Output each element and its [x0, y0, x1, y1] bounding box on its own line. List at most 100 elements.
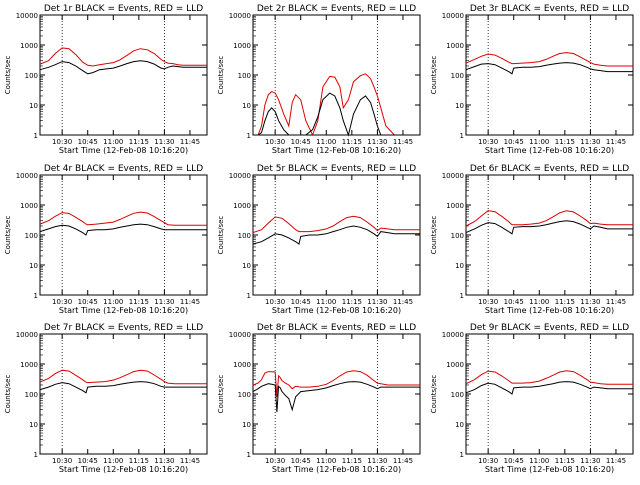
- y-tick-label: 10000: [442, 12, 464, 20]
- x-tick-label: 10:30: [265, 298, 285, 306]
- x-tick-label: 11:30: [154, 457, 174, 465]
- y-tick-label: 100: [451, 391, 464, 399]
- x-axis-label: Start Time (12-Feb-08 10:16:20): [485, 146, 614, 155]
- x-tick-label: 10:45: [291, 457, 311, 465]
- y-tick-label: 1: [460, 132, 464, 140]
- x-tick-label: 10:45: [78, 298, 98, 306]
- y-tick-label: 10000: [229, 12, 251, 20]
- plot-frame: [252, 14, 421, 136]
- y-axis-label: Counts/sec: [217, 375, 225, 414]
- x-tick-label: 11:45: [606, 298, 626, 306]
- x-tick-label: 11:00: [316, 138, 336, 146]
- x-axis-label: Start Time (12-Feb-08 10:16:20): [485, 465, 614, 474]
- y-tick-label: 1: [247, 132, 251, 140]
- x-tick-label: 10:45: [504, 298, 524, 306]
- x-tick-label: 11:30: [367, 138, 387, 146]
- y-tick-label: 10: [455, 421, 464, 429]
- series-line-lld: [465, 210, 633, 227]
- chart-title: Det 9r BLACK = Events, RED = LLD: [470, 323, 629, 333]
- x-tick-label: 10:30: [478, 457, 498, 465]
- y-axis-label: Counts/sec: [430, 56, 438, 95]
- series-line-lld: [39, 369, 207, 385]
- y-axis-label: Counts/sec: [4, 56, 12, 95]
- y-tick-label: 1000: [233, 361, 251, 369]
- x-tick-label: 11:15: [129, 457, 149, 465]
- y-tick-label: 100: [451, 232, 464, 240]
- y-axis-label: Counts/sec: [4, 375, 12, 414]
- series-line-events: [252, 381, 420, 413]
- chart-title: Det 6r BLACK = Events, RED = LLD: [470, 164, 629, 174]
- x-tick-label: 11:15: [129, 298, 149, 306]
- x-axis-label: Start Time (12-Feb-08 10:16:20): [485, 306, 614, 315]
- x-tick-label: 11:00: [103, 298, 123, 306]
- chart-title: Det 5r BLACK = Events, RED = LLD: [257, 164, 416, 174]
- x-tick-label: 11:15: [555, 298, 575, 306]
- y-tick-label: 10000: [16, 331, 38, 339]
- x-axis-label: Start Time (12-Feb-08 10:16:20): [59, 146, 188, 155]
- plot-frame: [465, 14, 634, 136]
- x-axis-label: Start Time (12-Feb-08 10:16:20): [272, 306, 401, 315]
- plot-frame: [39, 174, 208, 296]
- y-axis-label: Counts/sec: [430, 216, 438, 255]
- series-line-events: [465, 62, 633, 75]
- x-tick-label: 11:00: [529, 457, 549, 465]
- y-tick-label: 1: [34, 132, 38, 140]
- y-tick-label: 1000: [446, 42, 464, 50]
- y-tick-label: 1000: [20, 42, 38, 50]
- chart-panel: Det 9r BLACK = Events, RED = LLD 1 10 100 10…: [430, 323, 634, 474]
- y-tick-label: 10: [242, 262, 251, 270]
- x-tick-label: 11:00: [529, 298, 549, 306]
- x-tick-label: 10:30: [52, 298, 72, 306]
- y-tick-label: 100: [238, 391, 251, 399]
- x-tick-label: 11:30: [580, 138, 600, 146]
- y-tick-label: 100: [238, 72, 251, 80]
- series-line-lld: [465, 52, 633, 67]
- x-tick-label: 11:30: [367, 457, 387, 465]
- y-tick-label: 10: [455, 262, 464, 270]
- x-tick-label: 11:30: [580, 457, 600, 465]
- plot-frame: [465, 174, 634, 296]
- x-tick-label: 11:30: [367, 298, 387, 306]
- x-tick-label: 11:30: [154, 138, 174, 146]
- x-axis-label: Start Time (12-Feb-08 10:16:20): [59, 306, 188, 315]
- chart-title: Det 3r BLACK = Events, RED = LLD: [470, 4, 629, 14]
- x-tick-label: 11:00: [316, 457, 336, 465]
- y-tick-label: 100: [25, 232, 38, 240]
- x-tick-label: 10:30: [265, 138, 285, 146]
- x-tick-label: 10:30: [478, 298, 498, 306]
- chart-panel: Det 8r BLACK = Events, RED = LLD 1 10 100 10…: [217, 323, 421, 474]
- y-tick-label: 1: [247, 292, 251, 300]
- series-line-lld: [465, 370, 633, 385]
- x-tick-label: 11:00: [103, 138, 123, 146]
- series-line-events: [39, 381, 207, 394]
- x-tick-label: 11:45: [393, 457, 413, 465]
- y-tick-label: 1000: [233, 42, 251, 50]
- y-tick-label: 10: [455, 102, 464, 110]
- y-tick-label: 100: [238, 232, 251, 240]
- series-line-lld: [39, 211, 207, 226]
- x-tick-label: 10:30: [478, 138, 498, 146]
- plot-frame: [39, 333, 208, 455]
- y-axis-label: Counts/sec: [217, 56, 225, 95]
- series-line-events: [465, 220, 633, 235]
- chart-panel: Det 4r BLACK = Events, RED = LLD 1 10 100 10…: [4, 164, 208, 315]
- x-tick-label: 11:45: [606, 138, 626, 146]
- y-tick-label: 10: [29, 102, 38, 110]
- y-tick-label: 10: [29, 421, 38, 429]
- y-tick-label: 100: [451, 72, 464, 80]
- series-line-lld: [252, 215, 420, 234]
- series-line-lld: [253, 73, 420, 137]
- y-axis-label: Counts/sec: [4, 216, 12, 255]
- x-tick-label: 11:15: [342, 298, 362, 306]
- chart-panel: Det 2r BLACK = Events, RED = LLD 1 10 100 10…: [217, 4, 421, 155]
- x-tick-label: 11:30: [580, 298, 600, 306]
- y-tick-label: 1000: [20, 202, 38, 210]
- y-tick-label: 10: [29, 262, 38, 270]
- x-tick-label: 11:15: [555, 457, 575, 465]
- chart-title: Det 8r BLACK = Events, RED = LLD: [257, 323, 416, 333]
- x-tick-label: 11:45: [180, 457, 200, 465]
- chart-title: Det 4r BLACK = Events, RED = LLD: [44, 164, 203, 174]
- y-tick-label: 100: [25, 72, 38, 80]
- x-tick-label: 11:15: [342, 138, 362, 146]
